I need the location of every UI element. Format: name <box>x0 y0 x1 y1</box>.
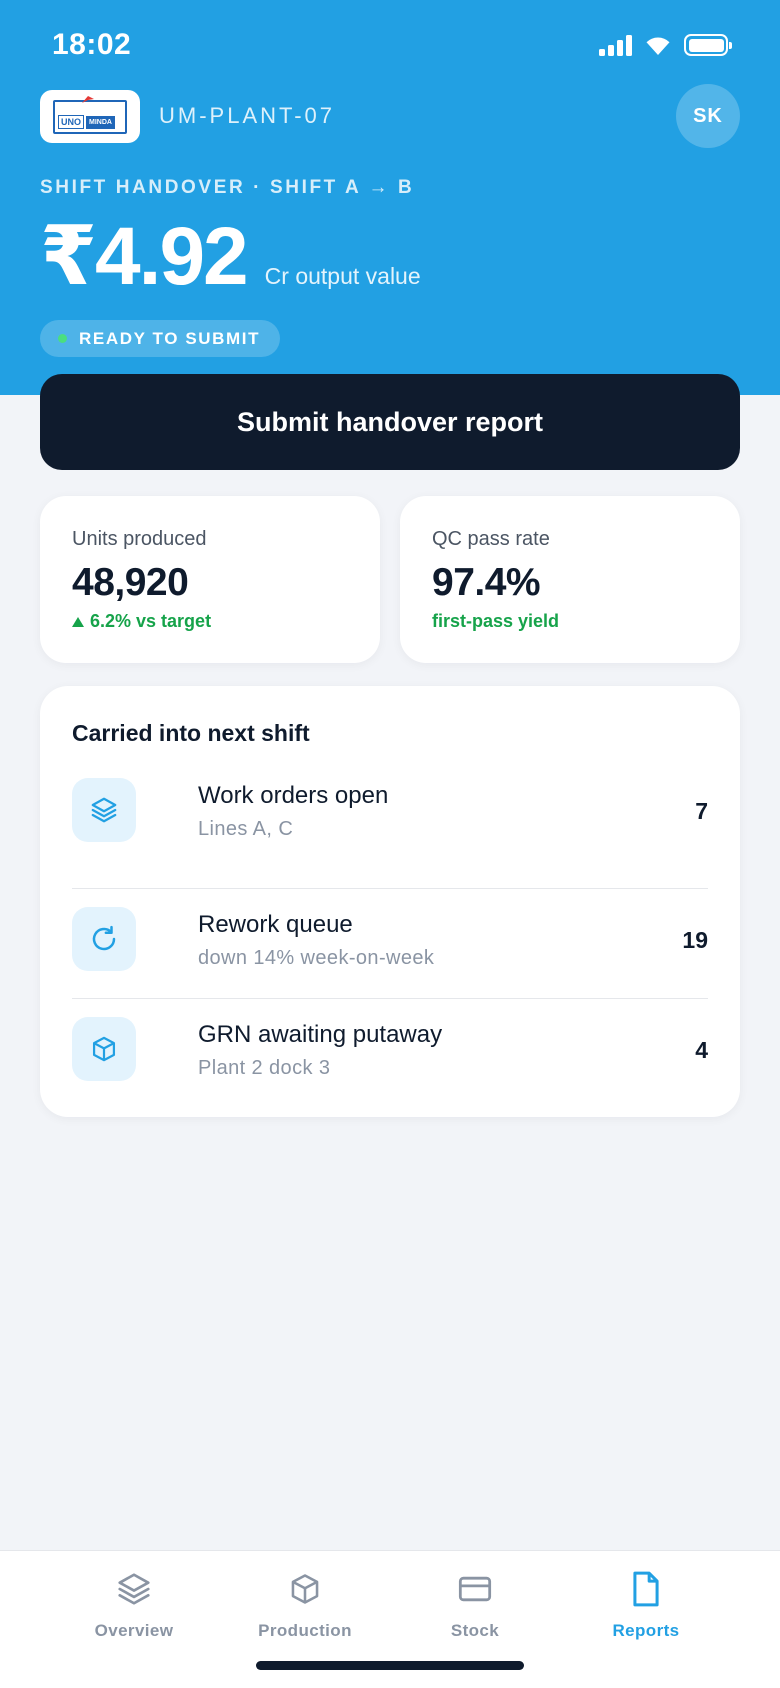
layers-icon <box>114 1569 154 1609</box>
output-unit: Cr output value <box>264 263 421 289</box>
refresh-icon <box>72 907 136 971</box>
stat-value: 48,920 <box>72 561 189 604</box>
list-item-subtitle: Lines A, C <box>198 818 294 840</box>
tab-label: Stock <box>450 1621 500 1640</box>
tab-label: Overview <box>94 1621 174 1640</box>
list-item-work-orders[interactable]: Work orders open Lines A, C 7 <box>72 778 708 888</box>
tab-production[interactable]: Production <box>220 1569 390 1641</box>
list-item-count: 4 <box>695 1037 708 1063</box>
company-logo: UNO MINDA <box>40 90 140 143</box>
stat-card-qc-pass-rate[interactable]: QC pass rate 97.4% first-pass yield <box>400 496 740 663</box>
list-item-grn-putaway[interactable]: GRN awaiting putaway Plant 2 dock 3 4 <box>72 998 708 1108</box>
stat-delta-text: 6.2% vs target <box>90 611 212 631</box>
battery-icon <box>684 34 732 56</box>
logo-text-uno: UNO <box>58 114 84 129</box>
avatar[interactable]: SK <box>676 84 740 148</box>
hero-header <box>0 0 780 395</box>
stat-card-units-produced[interactable]: Units produced 48,920 6.2% vs target <box>40 496 380 663</box>
home-indicator <box>256 1661 524 1670</box>
status-badge-label: READY TO SUBMIT <box>79 328 261 348</box>
tab-reports[interactable]: Reports <box>561 1569 731 1641</box>
logo-text-minda: MINDA <box>86 115 115 129</box>
output-value: ₹4.92 <box>40 211 249 302</box>
list-item-count: 7 <box>695 798 708 824</box>
tab-label: Reports <box>612 1621 680 1640</box>
status-icons <box>599 34 732 56</box>
stat-value: 97.4% <box>432 561 541 604</box>
box-icon <box>72 1017 136 1081</box>
carry-over-title: Carried into next shift <box>72 720 310 746</box>
stat-delta-text: first-pass yield <box>432 611 560 631</box>
output-summary: ₹4.92 Cr output value <box>40 212 421 302</box>
stat-label: Units produced <box>72 528 207 550</box>
trend-up-icon <box>72 616 84 627</box>
signal-icon <box>599 34 632 56</box>
card-icon <box>455 1569 495 1609</box>
list-item-subtitle: down 14% week-on-week <box>198 947 435 969</box>
stat-label: QC pass rate <box>432 528 550 550</box>
status-bar: 18:02 <box>0 0 780 95</box>
tab-overview[interactable]: Overview <box>49 1569 219 1641</box>
stat-delta: first-pass yield <box>432 611 708 632</box>
document-icon <box>626 1569 666 1609</box>
status-dot-icon <box>58 334 67 343</box>
layers-icon <box>72 778 136 842</box>
bottom-tab-bar: Overview Production Stock Report <box>0 1550 780 1688</box>
status-time: 18:02 <box>52 28 132 61</box>
shift-label: SHIFT HANDOVER · SHIFT A → B <box>40 177 415 198</box>
list-item-subtitle: Plant 2 dock 3 <box>198 1057 331 1079</box>
status-badge: READY TO SUBMIT <box>40 320 281 357</box>
carry-over-card: Carried into next shift Work orders open… <box>40 686 740 1117</box>
submit-handover-button[interactable]: Submit handover report <box>40 374 740 470</box>
list-item-title: Rework queue <box>198 911 353 938</box>
box-icon <box>285 1569 325 1609</box>
wifi-icon <box>646 37 670 55</box>
list-item-title: Work orders open <box>198 782 389 809</box>
list-item-count: 19 <box>682 927 708 953</box>
plant-code: UM-PLANT-07 <box>159 103 336 128</box>
stat-delta: 6.2% vs target <box>72 611 348 632</box>
tab-label: Production <box>258 1621 352 1640</box>
list-item-rework-queue[interactable]: Rework queue down 14% week-on-week 19 <box>72 888 708 998</box>
logo-mark-icon <box>82 95 94 103</box>
list-item-title: GRN awaiting putaway <box>198 1021 443 1048</box>
tab-stock[interactable]: Stock <box>390 1569 560 1641</box>
